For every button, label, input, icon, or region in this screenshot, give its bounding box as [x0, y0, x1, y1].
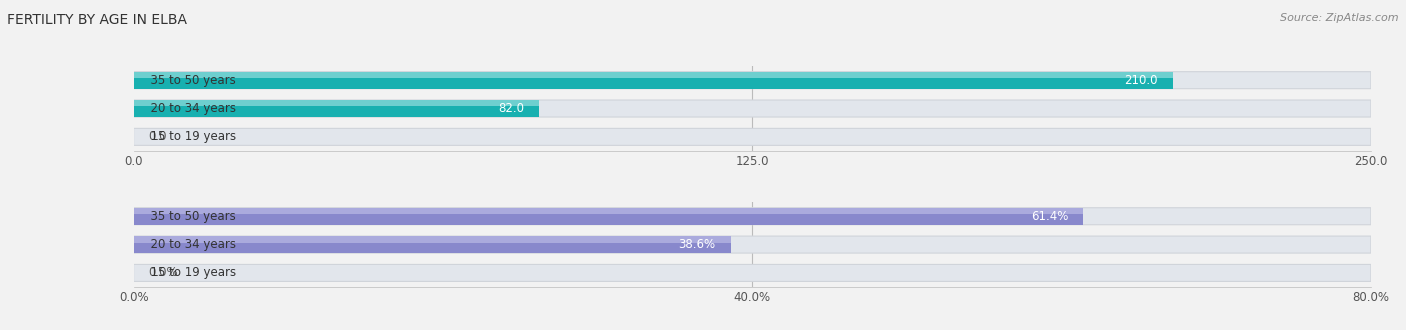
Text: 210.0: 210.0: [1125, 74, 1159, 87]
Bar: [134, 214, 1083, 225]
FancyBboxPatch shape: [134, 72, 1371, 89]
Bar: [134, 243, 731, 253]
Text: 38.6%: 38.6%: [679, 238, 716, 251]
FancyBboxPatch shape: [134, 128, 1371, 146]
Text: 82.0: 82.0: [499, 102, 524, 115]
FancyBboxPatch shape: [134, 236, 1371, 253]
FancyBboxPatch shape: [134, 264, 1371, 281]
Bar: [134, 72, 1173, 78]
FancyBboxPatch shape: [134, 208, 1371, 225]
Bar: [134, 236, 731, 243]
Text: 15 to 19 years: 15 to 19 years: [143, 130, 236, 143]
Bar: [134, 208, 1083, 214]
Bar: [134, 100, 540, 107]
Text: 61.4%: 61.4%: [1031, 210, 1069, 223]
Bar: [134, 107, 540, 117]
FancyBboxPatch shape: [134, 100, 1371, 117]
Text: 20 to 34 years: 20 to 34 years: [143, 238, 236, 251]
Text: FERTILITY BY AGE IN ELBA: FERTILITY BY AGE IN ELBA: [7, 13, 187, 27]
Bar: [134, 78, 1173, 89]
Text: 35 to 50 years: 35 to 50 years: [143, 74, 236, 87]
Text: Source: ZipAtlas.com: Source: ZipAtlas.com: [1281, 13, 1399, 23]
Text: 15 to 19 years: 15 to 19 years: [143, 266, 236, 280]
Text: 20 to 34 years: 20 to 34 years: [143, 102, 236, 115]
Text: 0.0: 0.0: [149, 130, 167, 143]
Text: 35 to 50 years: 35 to 50 years: [143, 210, 236, 223]
Text: 0.0%: 0.0%: [149, 266, 179, 280]
